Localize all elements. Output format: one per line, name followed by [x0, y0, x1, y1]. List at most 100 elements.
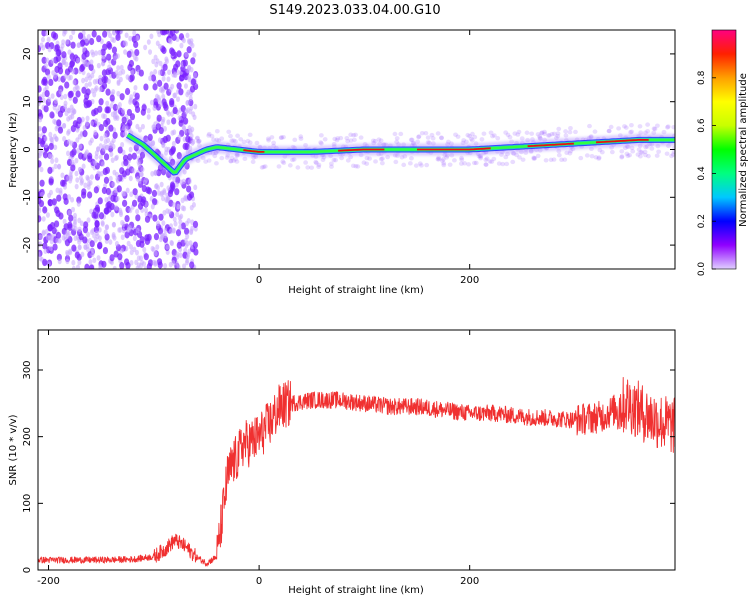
heatmap-cell	[55, 209, 61, 218]
heatmap-cell	[250, 159, 256, 165]
heatmap-cell	[51, 226, 57, 235]
heatmap-cell	[192, 220, 199, 229]
heatmap-cell	[313, 159, 319, 165]
heatmap-cell	[417, 161, 423, 166]
heatmap-cell	[233, 157, 238, 162]
heatmap-cell	[79, 64, 85, 73]
heatmap-cell	[39, 42, 44, 49]
heatmap-cell	[152, 214, 158, 222]
heatmap-cell	[119, 262, 125, 269]
heatmap-cell	[117, 253, 123, 261]
heatmap-cell	[109, 103, 114, 109]
heatmap-cell	[44, 84, 49, 91]
heatmap-cell	[564, 150, 570, 156]
heatmap-cell	[157, 69, 162, 76]
heatmap-cell	[661, 129, 667, 135]
heatmap-cell	[108, 239, 113, 245]
heatmap-cell	[290, 157, 295, 163]
heatmap-cell	[549, 131, 555, 137]
heatmap-cell	[439, 135, 444, 140]
heatmap-cell	[181, 124, 186, 130]
heatmap-cell	[108, 175, 113, 182]
heatmap-cell	[83, 221, 89, 229]
bottom-y-tick-label: 0	[22, 567, 33, 573]
heatmap-cell	[38, 241, 43, 247]
colorbar-tick-label: 0.6	[697, 118, 707, 133]
heatmap-cell	[87, 191, 93, 199]
heatmap-cell	[41, 56, 47, 64]
heatmap-cell	[126, 108, 132, 117]
heatmap-cell	[62, 123, 67, 129]
heatmap-cell	[503, 130, 509, 135]
heatmap-cell	[269, 135, 275, 140]
heatmap-cell	[41, 97, 46, 104]
heatmap-cell	[115, 33, 121, 41]
heatmap-cell	[47, 166, 53, 175]
heatmap-cell	[97, 241, 103, 250]
heatmap-cell	[135, 123, 140, 130]
heatmap-cell	[630, 149, 636, 154]
heatmap-cell	[226, 129, 232, 134]
heatmap-cell	[104, 233, 110, 241]
heatmap-cell	[462, 161, 467, 166]
heatmap-cell	[344, 135, 350, 141]
heatmap-cell	[465, 132, 471, 138]
heatmap-cell	[169, 239, 174, 246]
heatmap-cell	[38, 234, 43, 240]
heatmap-cell	[185, 135, 191, 143]
heatmap-cell	[98, 124, 104, 132]
heatmap-cell	[93, 160, 98, 166]
heatmap-cell	[596, 155, 602, 160]
heatmap-cell	[42, 151, 49, 159]
heatmap-cell	[112, 37, 117, 44]
heatmap-cell	[189, 85, 196, 93]
heatmap-cell	[167, 69, 172, 76]
top-x-tick-label: 200	[460, 275, 479, 286]
heatmap-cell	[47, 199, 53, 207]
heatmap-cell	[166, 119, 171, 125]
bottom-x-ticks: -200 0 200	[37, 330, 479, 587]
snr-series-line	[38, 377, 675, 567]
heatmap-cell	[52, 133, 57, 140]
heatmap-cell	[259, 165, 265, 170]
heatmap-cell	[109, 151, 114, 157]
heatmap-cell	[69, 60, 75, 68]
heatmap-cell	[72, 96, 78, 104]
heatmap-cell	[52, 104, 57, 111]
heatmap-cell	[193, 248, 199, 256]
heatmap-cell	[143, 266, 148, 269]
heatmap-cell	[622, 124, 627, 129]
heatmap-cell	[364, 161, 370, 166]
heatmap-cell	[126, 226, 131, 233]
heatmap-cell	[139, 171, 144, 178]
heatmap-cell	[524, 130, 530, 135]
heatmap-cell	[219, 155, 225, 161]
heatmap-cell	[548, 157, 554, 163]
heatmap-cell	[71, 148, 77, 156]
heatmap-cell	[65, 39, 70, 45]
heatmap-cell	[189, 228, 194, 234]
heatmap-cell	[64, 81, 70, 89]
heatmap-cell	[656, 149, 662, 154]
heatmap-cell	[318, 133, 324, 138]
heatmap-cell	[66, 138, 71, 145]
heatmap-cell	[111, 89, 116, 95]
heatmap-cell	[38, 215, 42, 223]
heatmap-cell	[66, 150, 71, 157]
heatmap-cell	[128, 99, 133, 105]
heatmap-cell	[90, 49, 95, 55]
heatmap-cell	[44, 89, 50, 98]
heatmap-cell	[86, 72, 91, 79]
bottom-y-tick-label: 100	[22, 494, 33, 513]
heatmap-cell	[119, 93, 125, 101]
heatmap-cell	[483, 157, 489, 162]
heatmap-cell	[189, 38, 194, 44]
heatmap-cell	[49, 154, 54, 160]
heatmap-cell	[82, 130, 88, 138]
heatmap-cell	[171, 140, 176, 147]
heatmap-cell	[192, 114, 197, 121]
heatmap-cell	[664, 151, 670, 156]
heatmap-cell	[242, 156, 248, 162]
heatmap-cell	[50, 58, 55, 64]
heatmap-cell	[96, 35, 102, 43]
